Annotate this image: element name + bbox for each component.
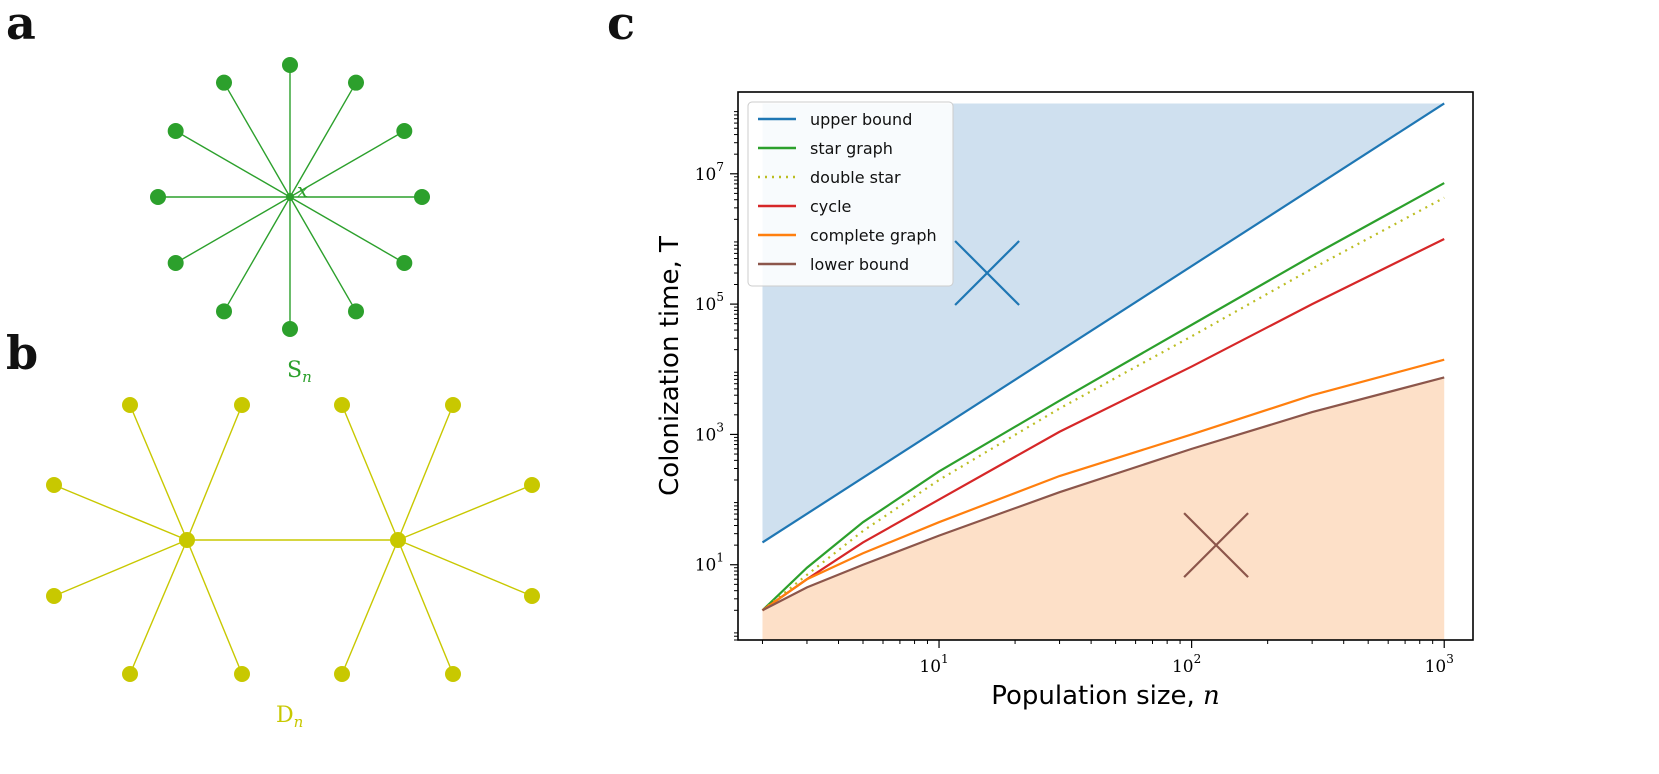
series-line-star	[761, 182, 1445, 612]
double-star-hub-node	[390, 532, 406, 548]
star-edge	[223, 82, 291, 198]
star-edge	[175, 130, 291, 198]
double-star-edge	[397, 539, 454, 675]
double-star-edge	[129, 404, 188, 541]
double-star-leaf-node	[334, 666, 350, 682]
legend-label-double: double star	[810, 168, 901, 187]
series-line-cycle	[761, 237, 1445, 612]
star-leaf-node	[216, 303, 232, 320]
star-graph-label-sub: n	[302, 368, 312, 386]
star-edge	[289, 82, 357, 198]
star-graph-diagram: x Sn	[150, 57, 430, 386]
legend-box	[747, 101, 954, 287]
double-star-leaf-node	[445, 397, 461, 413]
lower-infeasible-region	[762, 377, 1445, 640]
star-leaf-node	[396, 255, 413, 271]
legend-label-star: star graph	[810, 139, 893, 158]
legend-label-cycle: cycle	[810, 197, 851, 216]
double-star-edge	[341, 404, 399, 541]
double-star-hub-node	[179, 532, 195, 548]
double-star-edge	[129, 539, 188, 675]
double-star-leaf-node	[122, 666, 138, 682]
star-leaf-node	[216, 74, 232, 91]
panel-letter-b: b	[6, 326, 39, 380]
double-star-leaf-node	[524, 588, 540, 604]
double-star-edge	[186, 404, 243, 541]
double-star-edge	[397, 484, 533, 541]
star-edge	[223, 196, 291, 312]
double-star-leaf-node	[46, 477, 62, 493]
legend-label-complete: complete graph	[810, 226, 937, 245]
star-center-node	[286, 193, 294, 201]
y-tick-label: 101	[695, 551, 724, 576]
double-star-edge	[397, 539, 533, 597]
series-line-lower	[761, 376, 1445, 612]
x-axis-label: Population size, n	[991, 681, 1220, 711]
double-star-leaf-node	[122, 397, 138, 413]
y-tick-label: 103	[695, 420, 724, 445]
double-star-leaf-node	[234, 666, 250, 682]
star-leaf-node	[150, 189, 166, 205]
star-leaf-node	[167, 255, 184, 271]
y-tick-label: 107	[695, 160, 724, 185]
star-graph-label-main: S	[287, 358, 302, 383]
panel-letter-c: c	[607, 0, 636, 50]
x-tick-label: 102	[1172, 652, 1201, 677]
series-line-complete	[761, 358, 1445, 612]
double-star-edge	[186, 539, 243, 675]
double-star-graph-diagram: Dn	[46, 397, 540, 731]
cross-marker-upper	[954, 240, 1020, 306]
double-star-graph-label-sub: n	[294, 713, 304, 731]
double-star-leaf-node	[46, 588, 62, 604]
x-tick-label: 101	[919, 652, 948, 677]
star-edge	[289, 196, 357, 312]
double-star-graph-label: Dn	[276, 703, 303, 731]
y-tick-label: 105	[695, 290, 724, 315]
legend-label-upper: upper bound	[810, 110, 912, 129]
legend: upper bound star graph double star cycle com…	[747, 101, 954, 287]
double-star-leaf-node	[445, 666, 461, 682]
star-leaf-node	[348, 74, 364, 91]
star-leaf-node	[282, 57, 298, 73]
series-line-upper	[761, 102, 1445, 544]
star-edge	[289, 130, 405, 198]
y-axis-label: Colonization time, T	[655, 236, 685, 496]
double-star-edge	[53, 484, 188, 541]
double-star-leaf-node	[234, 397, 250, 413]
star-leaf-node	[414, 189, 430, 205]
star-graph-label: Sn	[287, 358, 312, 386]
x-axis-label-var: n	[1203, 681, 1220, 711]
colonization-time-chart: 101 102 103 101 103 105 107 Population size, …	[655, 91, 1474, 711]
star-leaf-node	[282, 321, 298, 337]
double-star-edge	[341, 539, 399, 675]
double-star-edge	[397, 404, 454, 541]
panel-letter-a: a	[6, 0, 36, 50]
star-leaf-node	[167, 123, 184, 139]
legend-label-lower: lower bound	[810, 255, 909, 274]
double-star-graph-label-main: D	[276, 703, 294, 728]
center-node-label: x	[297, 178, 308, 202]
x-tick-label: 103	[1425, 652, 1454, 677]
double-star-leaf-node	[334, 397, 350, 413]
double-star-edge	[53, 539, 188, 597]
star-edge	[289, 196, 405, 264]
plot-frame	[737, 91, 1474, 641]
x-axis-label-text: Population size,	[991, 681, 1203, 711]
cross-marker-lower	[1183, 512, 1249, 578]
star-leaf-node	[396, 123, 413, 139]
star-edge	[175, 196, 291, 264]
star-leaf-node	[348, 303, 364, 320]
double-star-leaf-node	[524, 477, 540, 493]
